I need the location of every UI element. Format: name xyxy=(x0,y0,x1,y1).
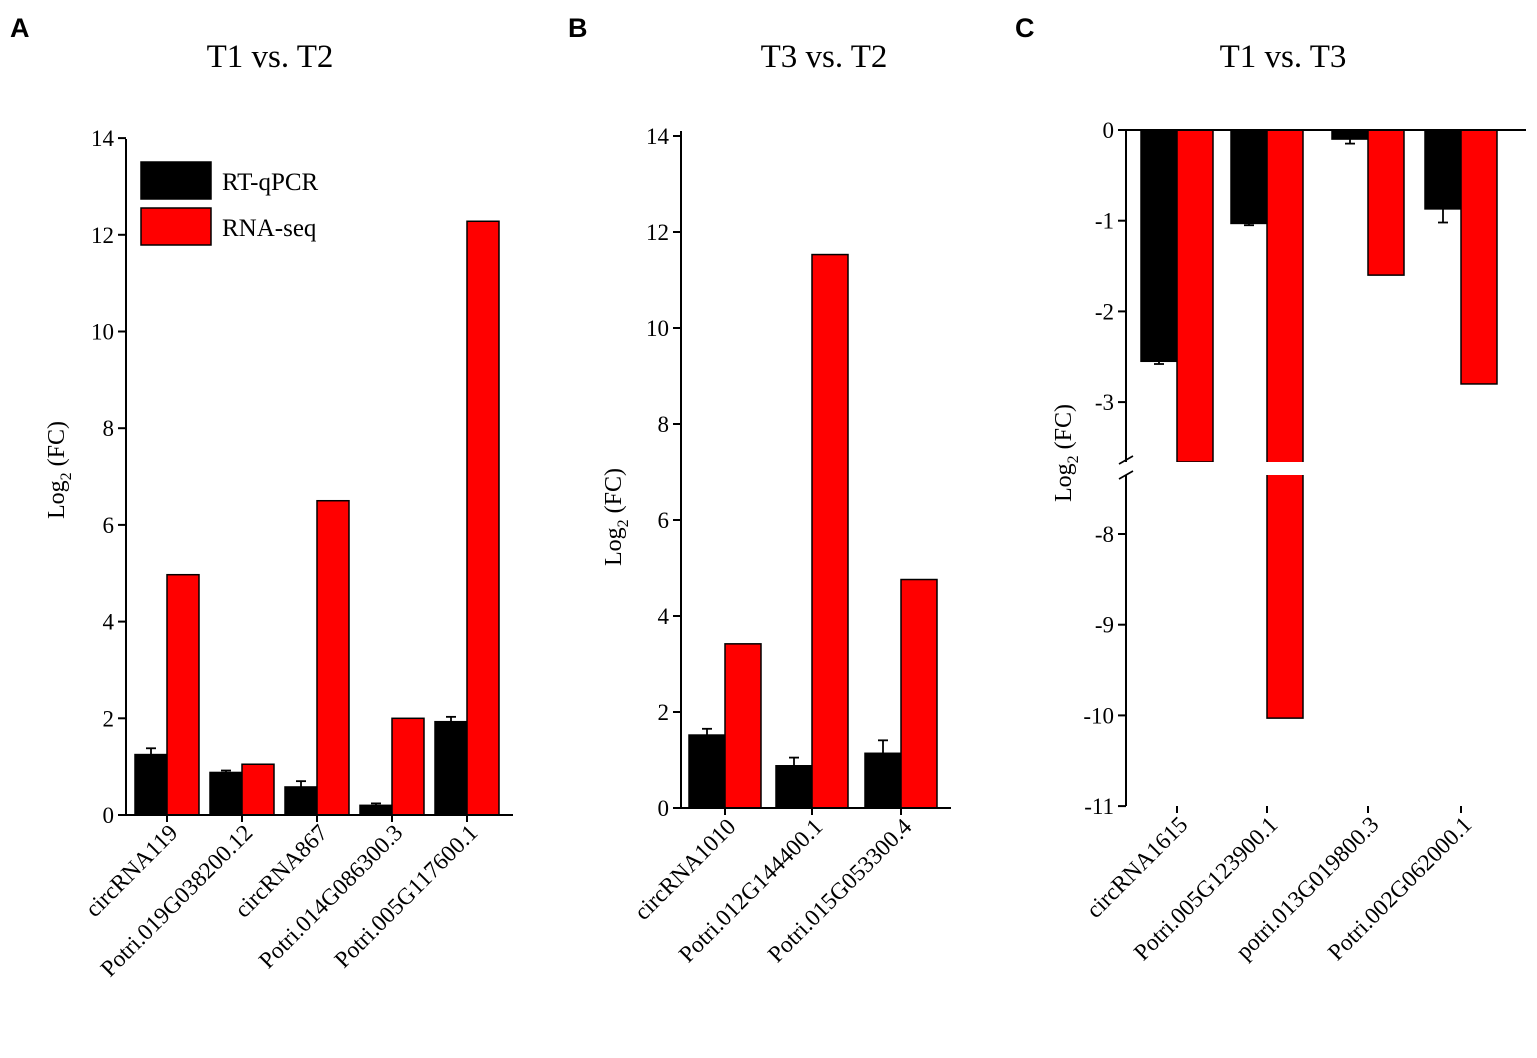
y-axis-label-b: Log2 (FC) xyxy=(601,468,632,566)
bar-rt-qpcr-potri-015g053300-4 xyxy=(864,752,902,809)
y-axis-label-c-sub: 2 xyxy=(1065,455,1082,463)
bar-rna-seq-potri-005g117600-1 xyxy=(466,220,500,816)
chart-title-a: T1 vs. T2 xyxy=(207,39,334,75)
panel-letter-c: C xyxy=(1015,13,1035,43)
bar-rna-seq-potri-013g019800-3 xyxy=(1367,129,1405,276)
x-categories-b: circRNA1010Potri.012G144400.1Potri.015G0… xyxy=(630,807,951,968)
y-tick-label-a: 8 xyxy=(103,416,115,441)
y-tick-label-c: -11 xyxy=(1084,794,1114,819)
legend-label-rna-seq: RNA-seq xyxy=(222,215,317,242)
y-tick-label-b: 10 xyxy=(646,316,669,341)
bar-rt-qpcr-potri-014g086300-3 xyxy=(359,804,393,816)
bar-rt-qpcr-potri-005g117600-1 xyxy=(434,720,468,816)
x-category-label-potri-012g144400-1: Potri.012G144400.1 xyxy=(674,814,828,968)
bar-rna-seq-potri-002g062000-1 xyxy=(1460,129,1498,385)
bar-rt-qpcr-potri-013g019800-3 xyxy=(1331,129,1369,140)
bar-rna-seq-circrna1615 xyxy=(1176,129,1214,463)
y-ticks-b: 0 2 4 6 8 10 12 14 xyxy=(646,124,681,821)
y-tick-label-b: 6 xyxy=(658,508,670,533)
y-tick-label-a: 10 xyxy=(91,320,114,345)
bar-rt-qpcr-circrna119 xyxy=(134,753,168,816)
y-tick-label-b: 8 xyxy=(658,412,670,437)
bar-rt-qpcr-circrna1010 xyxy=(688,734,726,809)
bar-rna-seq-potri-019g038200-12 xyxy=(241,763,275,816)
bar-rt-qpcr-circrna867 xyxy=(284,786,318,816)
y-axis-label-c-main: Log xyxy=(1051,463,1077,502)
y-tick-label-c: -1 xyxy=(1095,209,1114,234)
y-tick-label-a: 2 xyxy=(103,706,115,731)
y-tick-label-c: -8 xyxy=(1095,522,1114,547)
y-tick-label-a: 12 xyxy=(91,223,114,248)
y-tick-label-b: 14 xyxy=(646,124,670,149)
y-tick-label-b: 4 xyxy=(658,604,670,629)
y-tick-label-a: 14 xyxy=(91,126,115,151)
legend-a: RT-qPCR RNA-seq xyxy=(140,161,319,246)
bars-b xyxy=(688,253,938,809)
legend-swatch-rt-qpcr xyxy=(140,161,212,200)
y-tick-label-b: 12 xyxy=(646,220,669,245)
axis-break-gap xyxy=(1120,462,1530,475)
legend-swatch-rna-seq xyxy=(140,207,212,246)
bar-rt-qpcr-potri-019g038200-12 xyxy=(209,771,243,816)
bar-rna-seq-potri-012g144400-1 xyxy=(811,253,849,809)
y-tick-label-b: 2 xyxy=(658,700,670,725)
bar-rt-qpcr-potri-002g062000-1 xyxy=(1424,129,1462,210)
bars-c xyxy=(1140,129,1498,719)
bar-rt-qpcr-circrna1615 xyxy=(1140,129,1178,363)
error-bars-c xyxy=(1154,139,1448,365)
y-tick-label-c: -3 xyxy=(1095,390,1114,415)
bar-rna-seq-potri-014g086300-3 xyxy=(391,717,425,816)
y-tick-label-c: 0 xyxy=(1103,118,1115,143)
bar-rna-seq-potri-005g123900-1 xyxy=(1266,129,1304,719)
panel-c: C T1 vs. T3 Log2 (FC) 0-1-2-3-8-9-10-11 … xyxy=(1015,13,1530,966)
bar-rna-seq-circrna119 xyxy=(166,573,200,816)
y-tick-label-c: -10 xyxy=(1083,703,1114,728)
y-axis-label-b-tail: (FC) xyxy=(601,468,627,519)
bars-a xyxy=(134,220,500,816)
y-axis-label-b-main: Log xyxy=(601,527,627,566)
y-axis-label-b-sub: 2 xyxy=(615,519,632,527)
panel-letter-a: A xyxy=(10,13,30,43)
y-axis-label-a-tail: (FC) xyxy=(44,421,70,472)
bar-rna-seq-potri-015g053300-4 xyxy=(900,578,938,809)
x-categories-c: circRNA1615Potri.005G123900.1potri.013G0… xyxy=(1082,806,1477,966)
bar-rt-qpcr-potri-005g123900-1 xyxy=(1230,129,1268,225)
axis-break-mark-bottom xyxy=(1118,470,1134,480)
axis-break-mark-top xyxy=(1118,455,1134,465)
error-bars-b xyxy=(702,727,888,766)
x-category-label-potri-014g086300-3: Potri.014G086300.3 xyxy=(254,820,408,974)
legend-label-rt-qpcr: RT-qPCR xyxy=(222,169,319,196)
chart-title-b: T3 vs. T2 xyxy=(761,39,888,75)
y-ticks-a: 0 2 4 6 8 10 12 14 xyxy=(91,126,126,828)
y-axis-label-c: Log2 (FC) xyxy=(1051,404,1082,502)
error-bars-a xyxy=(146,715,456,806)
x-categories-a: circRNA119Potri.019G038200.12circRNA867P… xyxy=(81,814,513,982)
bar-rt-qpcr-potri-012g144400-1 xyxy=(775,765,813,809)
y-axis-label-a: Log2 (FC) xyxy=(44,421,75,519)
chart-title-c: T1 vs. T3 xyxy=(1220,39,1347,75)
y-axis-label-a-sub: 2 xyxy=(58,472,75,480)
y-tick-label-b: 0 xyxy=(658,796,670,821)
bar-rna-seq-circrna867 xyxy=(316,499,350,816)
panel-letter-b: B xyxy=(568,13,588,43)
y-axis-label-a-main: Log xyxy=(44,480,70,519)
y-tick-label-a: 4 xyxy=(103,610,115,635)
y-ticks-c: 0 -1 -2 -3 -8 -9 -10 -11 xyxy=(1083,118,1126,819)
y-tick-label-c: -2 xyxy=(1095,299,1114,324)
y-axis-label-c-tail: (FC) xyxy=(1051,404,1077,455)
x-category-label-potri-005g117600-1: Potri.005G117600.1 xyxy=(330,820,483,973)
y-tick-label-a: 0 xyxy=(103,803,115,828)
y-tick-label-a: 6 xyxy=(103,513,115,538)
y-tick-label-c: -9 xyxy=(1095,613,1114,638)
bar-rna-seq-circrna1010 xyxy=(724,643,762,809)
